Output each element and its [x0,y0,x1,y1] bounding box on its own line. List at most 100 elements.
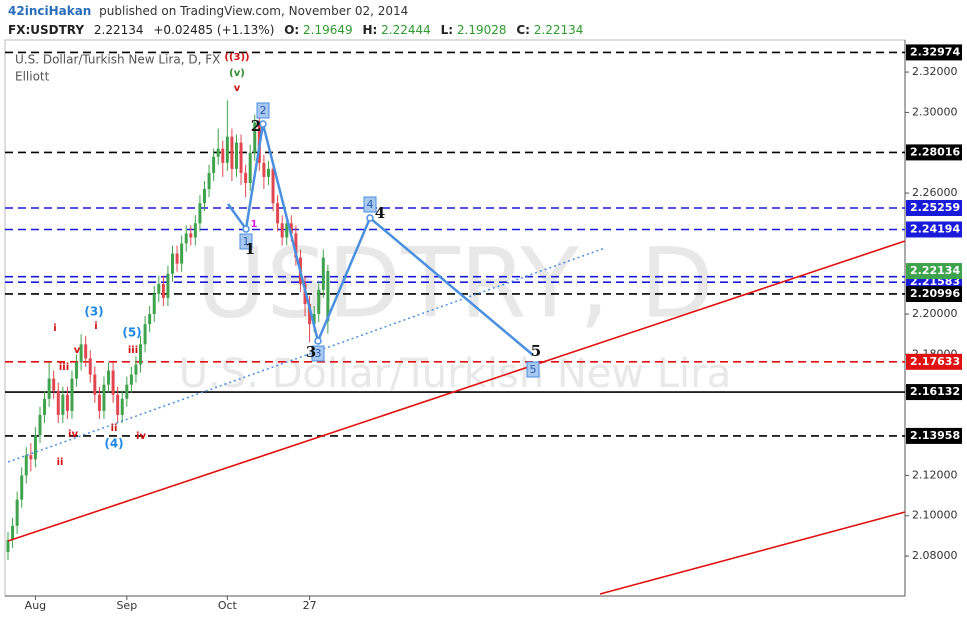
wave-point [366,214,374,222]
wave-box-label: 3 [315,347,322,360]
candle-body [70,378,74,411]
candle-body [212,156,216,173]
candle-body [175,253,179,264]
candle-body [180,243,184,264]
symbol: FX:USDTRY [8,23,84,37]
candle-body [225,136,229,163]
level-label: 2.24194 [910,222,960,235]
candle-body [294,233,298,258]
candle-body [56,390,60,415]
o-label: O: [284,23,299,37]
candle-body [253,122,257,153]
l-label: L: [441,23,453,37]
wave-note: 1 [251,219,258,230]
wave-box [311,345,325,362]
legend-study: Elliott [15,70,50,84]
level-label-bg [906,221,962,238]
wave-note: (v) [229,68,245,79]
wave-box [526,361,540,378]
y-tick-label: 2.12000 [912,468,958,481]
candle-body [193,223,197,238]
wave-note: i [53,323,56,334]
x-tick-label: 27 [303,599,317,612]
o: 2.19649 [303,23,353,37]
y-tick-label: 2.10000 [912,509,958,522]
candle-body [202,189,206,204]
candle-body [216,148,220,157]
candle-body [107,370,111,385]
wave-box-label: 5 [530,363,537,376]
candle-body [43,398,47,415]
candle-body [120,398,124,415]
candle-body [230,136,234,169]
last-price-bg [906,263,962,280]
candle-body [248,152,252,183]
candle-body [38,414,42,436]
candle-body [75,362,79,379]
candle-body [326,271,330,322]
candle-body [234,142,238,169]
wave-box [256,102,270,119]
wave-label: 3 [306,343,316,361]
wave-note: iv [68,429,78,440]
level-label: 2.20996 [910,287,960,300]
candle-body [139,344,143,365]
candle-body [221,148,225,163]
last: 2.22134 [94,23,144,37]
wave-box-label: 4 [367,198,374,211]
candle-body [20,475,24,500]
candle-body [47,378,51,399]
y-tick-label: 2.26000 [912,186,958,199]
wave-point [314,337,322,345]
candle-body [276,203,280,224]
candle-body [308,303,312,325]
wave-box [363,196,377,213]
level-label: 2.17633 [910,355,960,368]
candle-body [289,223,293,234]
candle-body [111,370,115,395]
candle-body [271,168,275,204]
candle-body [84,344,88,359]
wave-point [242,225,250,233]
wave-note: v [74,345,81,356]
c: 2.22134 [534,23,584,37]
candle-body [116,394,120,415]
x-tick-label: Aug [25,599,46,612]
wave-box [239,233,253,250]
wave-box-label: 2 [260,104,267,117]
candle-body [321,257,325,290]
candle-body [198,203,202,224]
author[interactable]: 42inciHakan [8,4,91,18]
wave-note: iv [136,431,146,442]
level-label-bg [906,144,962,161]
watermark: USDTRY, D [196,227,714,339]
candle-body [189,233,193,238]
candle-body [15,499,19,526]
level-label-bg [906,200,962,217]
y-tick-label: 2.30000 [912,105,958,118]
candle-body [152,293,156,315]
candle-body [266,168,270,177]
h-label: H: [362,23,377,37]
candle-body [312,314,316,325]
trend-line [599,511,906,595]
wave-note: ii [111,423,118,434]
wave-note: ii [57,457,64,468]
candle-body [244,172,248,183]
wave-note: (4) [104,437,123,451]
candle-body [129,374,133,385]
wave-label: 1 [245,240,255,258]
x-tick-label: Sep [116,599,137,612]
candle-body [285,223,289,238]
y-tick-label: 2.32000 [912,65,958,78]
candle-body [157,283,161,294]
watermark-sub: U.S. Dollar/Turkish New Lira [179,351,731,397]
candle-body [317,289,321,315]
candle-body [239,142,243,173]
level-label: 2.25259 [910,201,960,214]
wave-note: (5) [122,326,141,340]
last-price-label: 2.22134 [910,264,960,277]
y-tick-label: 2.20000 [912,307,958,320]
